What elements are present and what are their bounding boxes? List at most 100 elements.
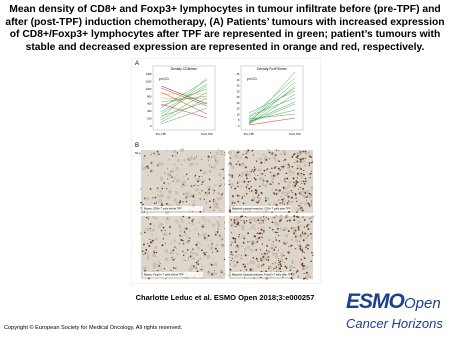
stained-cell	[272, 181, 274, 184]
stained-cell	[253, 277, 255, 279]
stained-cell	[245, 156, 248, 159]
stained-cell	[193, 265, 195, 268]
stained-cell	[259, 232, 262, 235]
stained-cell	[299, 247, 301, 249]
stained-cell	[262, 222, 264, 224]
stained-cell	[305, 180, 307, 183]
tissue-texture	[304, 151, 308, 156]
tissue-texture	[157, 224, 162, 228]
stained-cell	[245, 174, 248, 177]
tissue-texture	[303, 202, 308, 206]
stained-cell	[151, 239, 154, 242]
tissue-texture	[281, 251, 284, 254]
stained-cell	[277, 167, 280, 170]
tissue-texture	[192, 157, 196, 161]
stained-cell	[299, 240, 301, 243]
tissue-texture	[187, 259, 190, 262]
stained-cell	[171, 154, 174, 157]
stained-cell	[260, 161, 262, 164]
tissue-texture	[245, 171, 250, 175]
stained-cell	[150, 241, 153, 244]
tissue-texture	[241, 180, 244, 183]
stained-cell	[183, 243, 185, 245]
stained-cell	[272, 152, 274, 154]
stained-cell	[228, 183, 230, 186]
tissue-texture	[298, 165, 302, 169]
stained-cell	[264, 161, 266, 163]
stained-cell	[236, 261, 239, 264]
stained-cell	[272, 178, 274, 180]
tissue-texture	[279, 227, 283, 231]
stained-cell	[169, 174, 171, 176]
tissue-texture	[139, 206, 143, 210]
tissue-texture	[292, 171, 295, 175]
tissue-texture	[194, 228, 197, 231]
stained-cell	[222, 168, 224, 171]
stained-cell	[273, 194, 275, 195]
stained-cell	[282, 165, 285, 168]
stained-cell	[268, 239, 270, 241]
stained-cell	[291, 191, 293, 193]
stained-cell	[294, 247, 297, 250]
stained-cell	[197, 263, 200, 265]
tissue-texture	[152, 253, 156, 258]
tissue-texture	[267, 149, 270, 152]
stained-cell	[290, 244, 293, 247]
tissue-texture	[282, 150, 286, 154]
stained-cell	[237, 151, 240, 154]
stained-cell	[303, 272, 305, 274]
stained-cell	[148, 277, 150, 280]
stained-cell	[156, 269, 157, 271]
tissue-texture	[305, 189, 310, 194]
stained-cell	[156, 150, 159, 153]
stained-cell	[262, 256, 265, 258]
stained-cell	[289, 269, 292, 272]
tissue-texture	[239, 156, 242, 159]
stained-cell	[276, 174, 278, 176]
stained-cell	[223, 258, 226, 261]
tissue-texture	[217, 223, 221, 228]
tissue-texture	[176, 252, 179, 256]
stained-cell	[296, 167, 299, 170]
stained-cell	[288, 200, 290, 202]
tissue-texture	[211, 245, 214, 248]
stained-cell	[251, 169, 253, 171]
stained-cell	[263, 180, 265, 182]
chart-title: Density FoxP3/mm²	[257, 67, 288, 71]
stained-cell	[267, 259, 270, 261]
stained-cell	[283, 203, 285, 205]
stained-cell	[303, 169, 305, 172]
tissue-texture	[297, 152, 301, 156]
stained-cell	[222, 239, 224, 240]
stained-cell	[207, 160, 209, 162]
stained-cell	[233, 222, 236, 224]
stained-cell	[303, 219, 306, 221]
tissue-texture	[180, 228, 183, 231]
stained-cell	[260, 191, 263, 194]
stained-cell	[233, 221, 235, 223]
tissue-texture	[175, 219, 179, 223]
tissue-texture	[208, 169, 212, 173]
stained-cell	[280, 166, 282, 168]
stained-cell	[178, 243, 180, 245]
stained-cell	[242, 263, 245, 266]
stained-cell	[213, 189, 216, 192]
stained-cell	[230, 259, 232, 262]
stained-cell	[300, 206, 303, 209]
stained-cell	[261, 253, 263, 255]
stained-cell	[150, 153, 152, 155]
stained-cell	[186, 241, 188, 243]
stained-cell	[266, 253, 268, 255]
tissue-texture	[207, 245, 210, 247]
stained-cell	[234, 240, 236, 242]
stained-cell	[291, 278, 294, 280]
stained-cell	[278, 150, 280, 152]
stained-cell	[213, 200, 215, 202]
stained-cell	[255, 167, 257, 169]
stained-cell	[144, 269, 146, 272]
tissue-texture	[307, 151, 310, 154]
tissue-texture	[284, 191, 288, 195]
tissue-texture	[219, 193, 222, 196]
stained-cell	[252, 154, 255, 156]
stained-cell	[304, 150, 307, 153]
